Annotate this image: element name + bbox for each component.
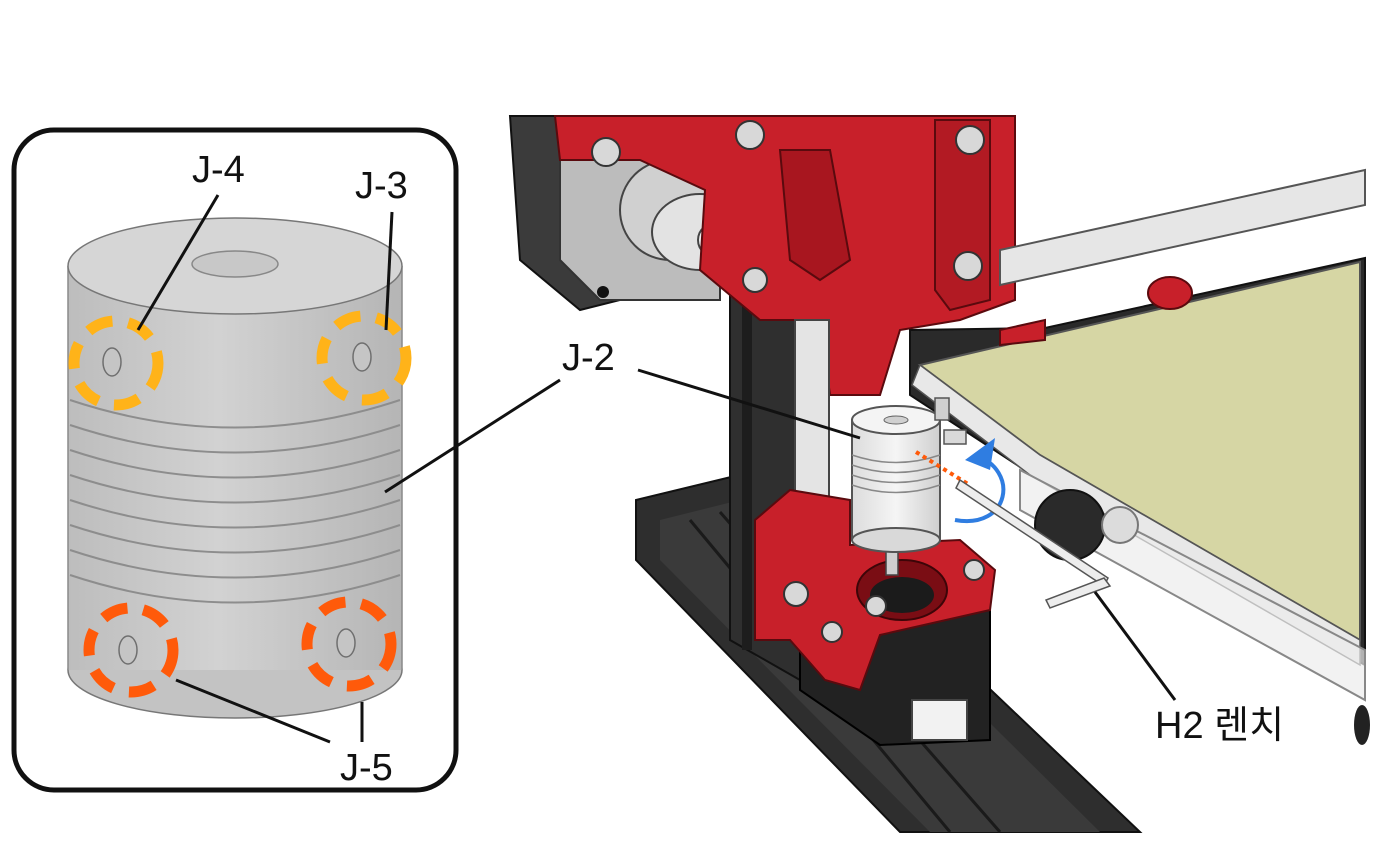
set-screw-marker-j3 [316,310,412,406]
leader-j2-inset [384,378,561,494]
x-smooth-rod [999,168,1366,287]
leader-j2-coupling [637,368,861,440]
label-j5: J-5 [340,747,393,789]
set-screw-marker-j5-right [301,596,397,692]
label-j3: J-3 [355,165,408,207]
label-h2-wrench: H2 렌치 [1155,705,1284,747]
set-screw-marker-j5-left [83,602,179,698]
coupling-j2 [851,405,970,553]
label-j2: J-2 [562,337,615,379]
printer-scene [508,115,1370,833]
coupling-large [67,217,403,719]
label-j4: J-4 [192,149,245,191]
z-motor-bottom [754,488,997,747]
leader-j5-left [175,678,331,744]
leader-wrench [1093,591,1177,701]
rotation-arrow [954,438,1006,524]
print-bed [909,256,1370,745]
leader-j4 [136,194,220,331]
set-screw-marker-j4 [68,315,164,411]
wrench-insertion-guide [914,450,970,486]
h2-wrench [955,478,1112,609]
red-frame-top [553,115,1016,396]
coupling-zoom-panel [11,127,459,793]
bed-spring [934,397,967,445]
leader-j3 [384,211,394,331]
leader-lines [136,194,1177,744]
